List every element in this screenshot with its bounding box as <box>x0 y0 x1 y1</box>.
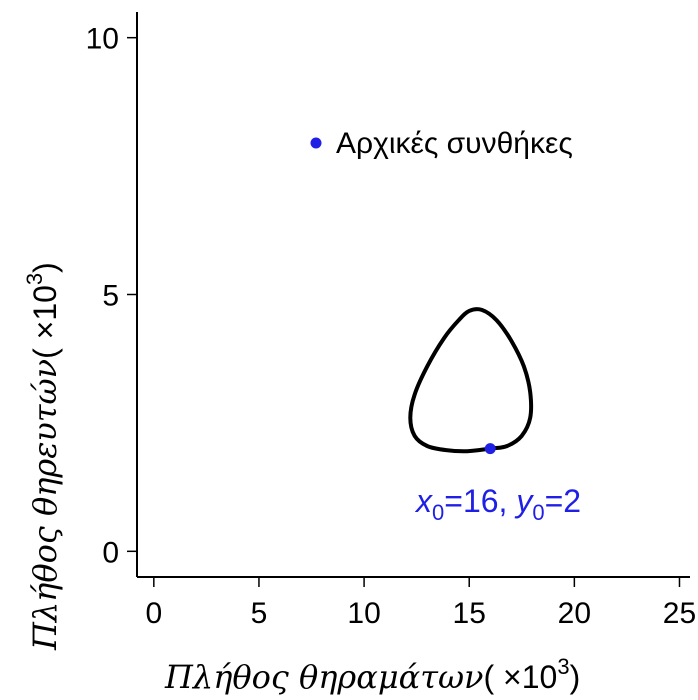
legend-marker <box>310 137 322 149</box>
initial-condition-point <box>484 443 496 455</box>
x-axis-title: Πλήθος θηραμάτων( ×103) <box>164 654 580 696</box>
legend: Αρχικές συνθήκες <box>310 127 573 160</box>
x-ticks: 0 5 10 15 20 25 <box>145 577 696 630</box>
y-tick-label: 5 <box>102 280 119 313</box>
annot-y-subscript: 0 <box>532 500 544 525</box>
x-tick-label: 5 <box>251 597 268 630</box>
x-tick-label: 15 <box>453 597 486 630</box>
x-axis-title-unit: ( ×10 <box>484 659 558 695</box>
x-axis-title-close: ) <box>570 659 581 695</box>
annot-x-subscript: 0 <box>432 500 444 525</box>
annot-y-value: =2 <box>545 483 581 519</box>
y-axis-title-unit: ( ×10 <box>27 285 63 359</box>
legend-label: Αρχικές συνθήκες <box>336 127 573 160</box>
y-ticks: 0 5 10 <box>86 23 137 569</box>
y-axis-title-exp: 3 <box>22 273 47 285</box>
x-tick-label: 10 <box>347 597 380 630</box>
y-axis-title: Πλήθος θηρευτών( ×103) <box>22 262 64 651</box>
x-tick-label: 0 <box>145 597 162 630</box>
x-axis-title-exp: 3 <box>557 654 569 679</box>
x-tick-label: 25 <box>663 597 696 630</box>
x-tick-label: 20 <box>558 597 591 630</box>
x-axis-title-text: Πλήθος θηραμάτων <box>164 658 484 696</box>
annot-x-symbol: x <box>414 483 433 519</box>
initial-condition-annotation: x0=16, y0=2 <box>414 483 581 525</box>
y-tick-label: 0 <box>102 536 119 569</box>
annot-x-value: =16, <box>444 483 516 519</box>
y-tick-label: 10 <box>86 23 119 56</box>
series-line-orbit <box>408 307 534 454</box>
y-axis-title-close: ) <box>27 262 63 273</box>
annot-y-symbol: y <box>514 483 534 519</box>
y-axis-title-text: Πλήθος θηρευτών <box>26 359 64 651</box>
